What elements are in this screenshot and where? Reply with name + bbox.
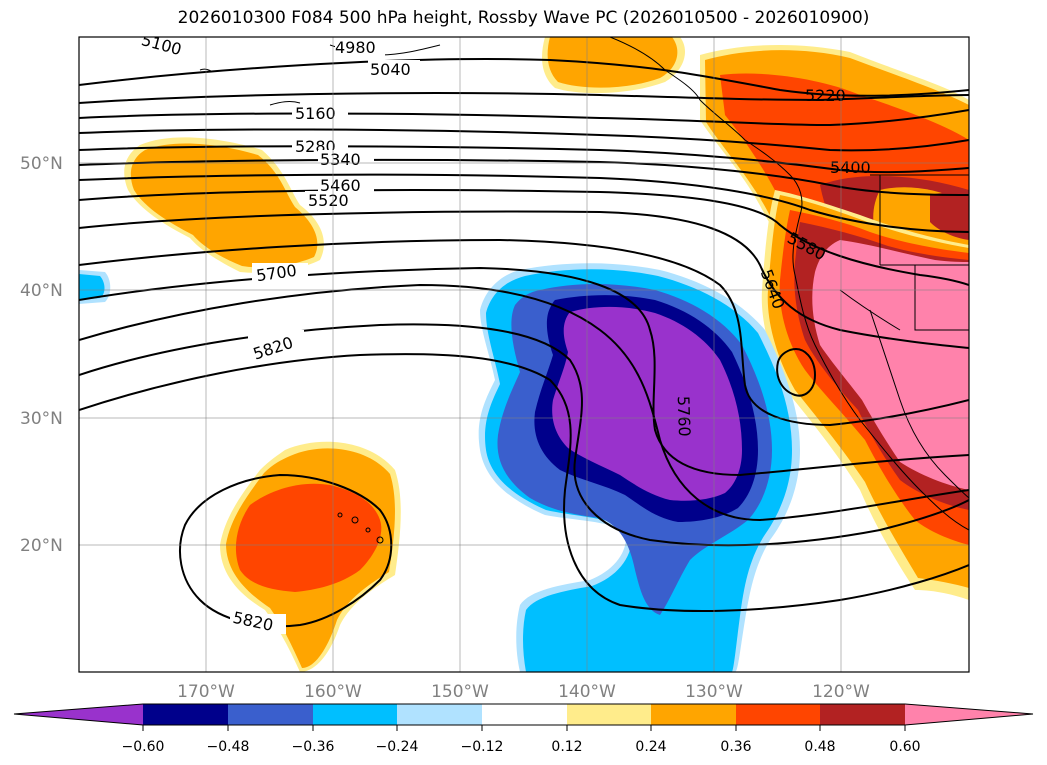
lon-label: 170°W [177,682,235,702]
contour-label: 4980 [335,38,376,57]
colorbar-segment [143,704,228,725]
colorbar-segment [905,704,1033,725]
colorbar-segment [651,704,736,725]
colorbar-segment [313,704,397,725]
lat-label: 20°N [20,536,63,556]
contour-label: 5760 [674,396,694,437]
map-area: 5100 4980 5040 5220 5160 5280 5340 5400 … [79,37,969,672]
colorbar-tick-label: 0.12 [551,739,582,755]
anomaly-central-negative [478,263,800,672]
contour-label: 5040 [370,60,411,79]
latitude-labels: 50°N 40°N 30°N 20°N [20,154,63,556]
lon-label: 150°W [431,682,489,702]
colorbar-segment [482,704,567,725]
contour-label: 5340 [320,150,361,169]
lon-label: 140°W [558,682,616,702]
colorbar-tick-label: −0.60 [122,739,165,755]
map-title: 2026010300 F084 500 hPa height, Rossby W… [177,8,870,28]
contour-label: 5160 [295,104,336,123]
lat-label: 40°N [20,281,63,301]
contour-label: 5220 [805,86,846,105]
colorbar-segment [397,704,482,725]
contour-label: 5520 [308,191,349,210]
colorbar-tick-label: −0.12 [461,739,504,755]
colorbar-tick-label: 0.48 [804,739,835,755]
contour-label: 5460 [320,176,361,195]
lon-label: 130°W [685,682,743,702]
gridlines [79,37,969,672]
longitude-labels: 170°W 160°W 150°W 140°W 130°W 120°W [177,682,870,702]
height-contours [79,58,969,628]
contour-label: 5400 [830,158,871,177]
colorbar-segment [14,704,143,725]
colorbar-segment [228,704,313,725]
colorbar-tick-label: 0.60 [889,739,920,755]
lon-label: 120°W [812,682,870,702]
colorbar-segment [567,704,651,725]
colorbar: −0.60 −0.48 −0.36 −0.24 −0.12 0.12 0.24 … [13,703,1034,755]
colorbar-tick-label: 0.24 [635,739,666,755]
lat-label: 50°N [20,154,63,174]
colorbar-tick-label: −0.48 [207,739,250,755]
lat-label: 30°N [20,409,63,429]
lon-label: 160°W [304,682,362,702]
colorbar-tick-label: 0.36 [720,739,751,755]
colorbar-tick-label: −0.36 [292,739,335,755]
map-frame [78,36,970,673]
colorbar-segment [736,704,820,725]
colorbar-segment [820,704,905,725]
colorbar-tick-label: −0.24 [376,739,419,755]
colorbar-ticks [142,725,906,731]
anomaly-hawaii-positive [220,441,401,672]
